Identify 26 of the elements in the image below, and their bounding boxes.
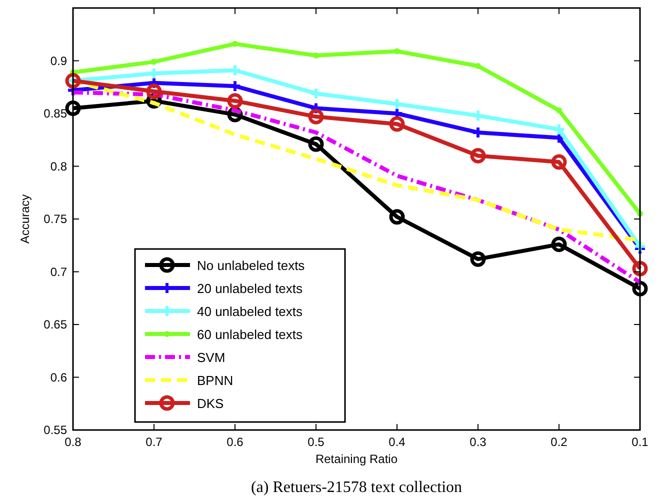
y-tick-label: 0.85 (44, 106, 68, 120)
y-tick-label: 0.65 (44, 318, 68, 332)
legend-label: No unlabeled texts (197, 258, 306, 273)
y-tick-label: 0.7 (50, 264, 68, 279)
text: (a) Retuers-21578 text collection (250, 479, 462, 496)
y-axis-title: Accuracy (18, 194, 32, 244)
y-tick-label: 0.6 (50, 370, 68, 384)
x-axis-title: Retaining Ratio (315, 452, 398, 466)
x-tick-label: 0.8 (64, 435, 82, 449)
legend-label: DKS (197, 396, 224, 411)
y-tick-label: 0.75 (44, 212, 68, 226)
legend-label: 20 unlabeled texts (197, 281, 304, 296)
legend-label: SVM (197, 350, 226, 365)
y-tick-label: 0.55 (44, 423, 68, 437)
x-tick-label: 0.2 (550, 435, 568, 449)
legend-label: BPNN (197, 373, 234, 388)
x-tick-label: 0.7 (146, 435, 163, 449)
y-tick-label: 0.8 (50, 159, 68, 174)
x-tick-label: 0.1 (632, 435, 649, 449)
legend-label: 60 unlabeled texts (197, 327, 304, 342)
legend-label: 40 unlabeled texts (197, 304, 304, 319)
x-tick-label: 0.5 (308, 435, 325, 449)
x-tick-label: 0.6 (226, 435, 244, 449)
x-tick-label: 0.3 (470, 435, 487, 449)
y-tick-label: 0.9 (50, 54, 68, 68)
x-tick-label: 0.4 (388, 435, 406, 449)
